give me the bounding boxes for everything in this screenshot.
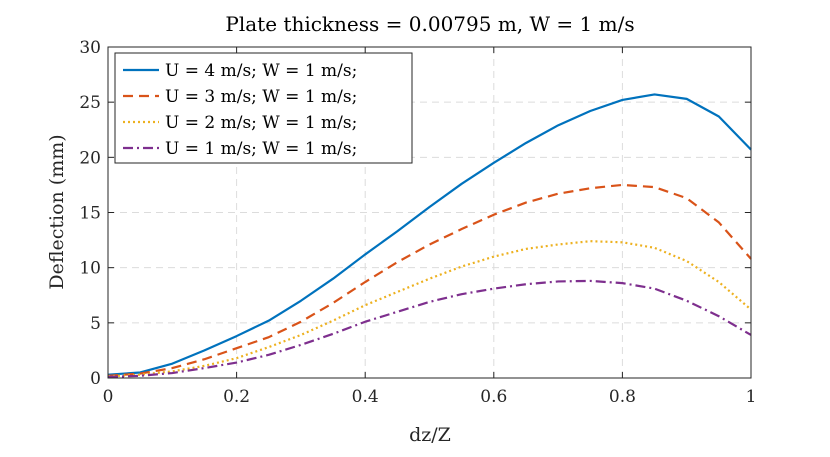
x-tick-label: 0.4 bbox=[352, 387, 379, 407]
y-tick-label: 5 bbox=[90, 314, 101, 334]
x-axis-label: dz/Z bbox=[409, 424, 451, 446]
y-tick-label: 30 bbox=[79, 38, 101, 58]
y-tick-label: 25 bbox=[79, 93, 101, 113]
x-tick-label: 0.8 bbox=[609, 387, 636, 407]
legend-label-1: U = 4 m/s; W = 1 m/s; bbox=[165, 61, 357, 81]
y-tick-label: 20 bbox=[79, 148, 101, 168]
legend-box bbox=[114, 52, 413, 164]
legend: U = 4 m/s; W = 1 m/s; U = 3 m/s; W = 1 m/… bbox=[114, 52, 413, 164]
series-line-1 bbox=[107, 93, 752, 376]
y-tick-label: 10 bbox=[79, 259, 101, 279]
y-axis-label: Deflection (mm) bbox=[46, 134, 68, 289]
legend-label-2: U = 3 m/s; W = 1 m/s; bbox=[165, 87, 357, 107]
plot-series bbox=[107, 93, 752, 378]
series-line-2 bbox=[107, 183, 752, 377]
y-tick-label: 15 bbox=[79, 204, 101, 224]
y-tick-label: 0 bbox=[90, 369, 101, 389]
series-line-4 bbox=[107, 279, 752, 378]
legend-label-4: U = 1 m/s; W = 1 m/s; bbox=[165, 139, 357, 159]
legend-label-3: U = 2 m/s; W = 1 m/s; bbox=[165, 113, 357, 133]
x-tick-label: 0 bbox=[103, 387, 114, 407]
x-tick-label: 0.2 bbox=[223, 387, 250, 407]
chart-title: Plate thickness = 0.00795 m, W = 1 m/s bbox=[225, 12, 634, 36]
x-tick-label: 0.6 bbox=[480, 387, 507, 407]
x-tick-label: 1 bbox=[746, 387, 757, 407]
